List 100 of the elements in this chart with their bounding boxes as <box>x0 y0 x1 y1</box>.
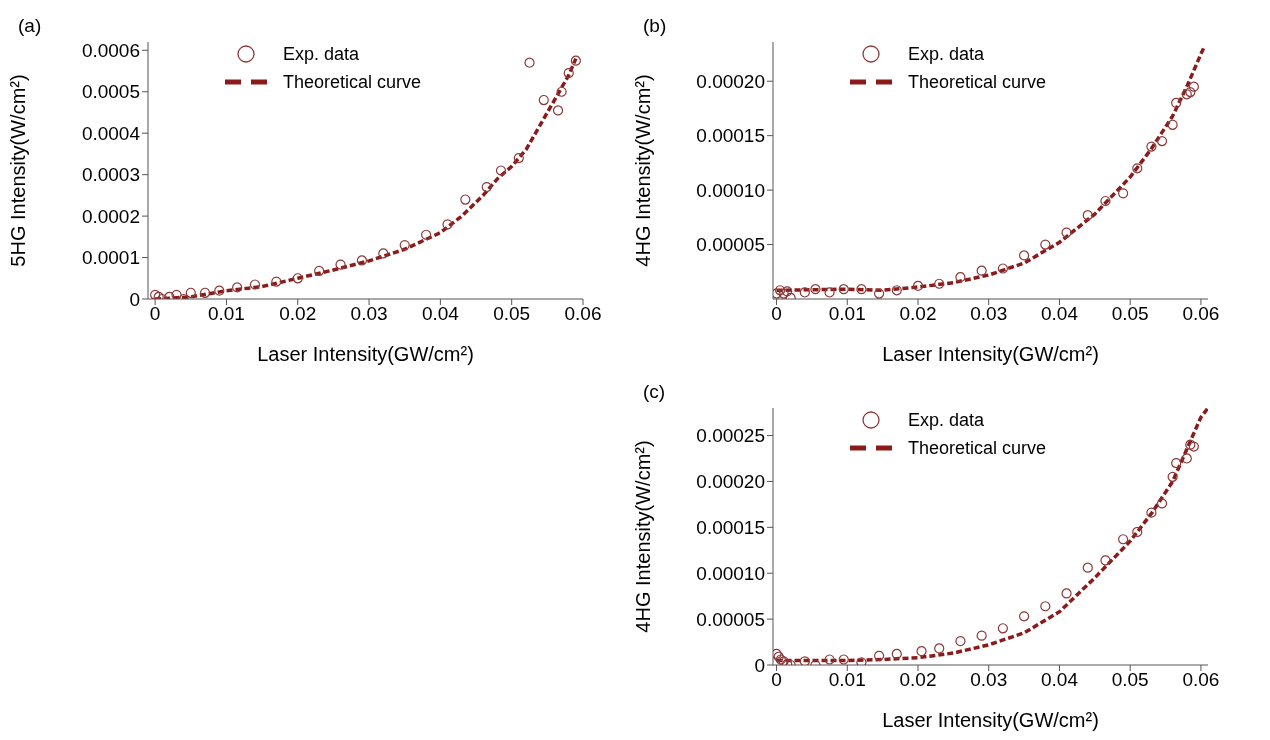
point <box>1100 195 1111 207</box>
y-tick-label: 0.00015 <box>696 125 765 147</box>
point <box>838 284 849 295</box>
point <box>1146 507 1157 518</box>
point <box>976 265 987 276</box>
y-tick-label: 0.00020 <box>696 70 765 92</box>
point <box>171 289 182 299</box>
point <box>570 55 581 66</box>
x-tick-label: 0.01 <box>828 303 866 325</box>
y-tick-label: 0.0004 <box>81 122 141 144</box>
point <box>552 105 564 116</box>
point <box>1132 163 1143 174</box>
x-tick-label: 0.01 <box>828 669 866 691</box>
point <box>538 94 549 106</box>
point <box>1146 141 1157 152</box>
legend-label: Theoretical curve <box>908 437 1047 460</box>
point <box>856 284 867 295</box>
point <box>1171 97 1182 109</box>
point <box>824 654 835 665</box>
point <box>773 288 782 299</box>
point <box>442 219 453 230</box>
point <box>997 263 1008 274</box>
point <box>1132 526 1143 538</box>
point <box>774 285 786 296</box>
point <box>481 181 492 193</box>
x-tick-label: 0.04 <box>1040 669 1079 691</box>
x-tick-label: 0.03 <box>350 303 388 325</box>
point <box>1082 562 1093 573</box>
point <box>1188 81 1199 92</box>
point <box>856 657 867 665</box>
point <box>513 152 524 164</box>
x-tick-label: 0.01 <box>207 303 245 325</box>
point <box>824 287 835 298</box>
legend-label: Theoretical curve <box>908 71 1047 94</box>
chart-title: (b) <box>643 15 667 36</box>
point <box>378 248 389 259</box>
point <box>199 287 211 298</box>
point <box>955 636 966 647</box>
point <box>997 623 1008 634</box>
point <box>495 165 507 176</box>
point <box>1061 588 1072 599</box>
point <box>799 287 810 298</box>
x-tick-label: 0.05 <box>493 303 531 325</box>
point <box>782 286 793 297</box>
chart-title: (a) <box>18 15 42 36</box>
y-tick-label: 0.0005 <box>81 81 140 103</box>
point <box>1181 453 1192 464</box>
y-tick-label: 0 <box>754 654 765 676</box>
legend-label: Exp. data <box>283 43 360 66</box>
chart-title: (c) <box>643 381 666 402</box>
x-axis-title: Laser Intensity(GW/cm²) <box>257 343 474 365</box>
x-tick-label: 0 <box>771 669 782 691</box>
point <box>1167 119 1178 130</box>
point <box>934 643 945 654</box>
y-tick-label: 0.00005 <box>696 608 765 630</box>
point <box>1082 210 1093 221</box>
x-tick-label: 0.02 <box>899 669 937 691</box>
y-tick-label: 0.0001 <box>81 247 140 269</box>
point <box>955 272 966 283</box>
point <box>271 276 282 287</box>
point <box>810 284 821 295</box>
point <box>912 280 924 292</box>
legend-label: Exp. data <box>908 43 985 66</box>
point <box>335 259 346 270</box>
point <box>1171 457 1182 469</box>
y-tick-label: 0.0006 <box>81 40 140 62</box>
y-tick-label: 0.0003 <box>81 164 140 186</box>
legend-label: Theoretical curve <box>283 71 422 94</box>
point <box>292 273 303 284</box>
point <box>778 288 789 299</box>
point <box>421 229 432 240</box>
y-tick-label: 0.00025 <box>696 425 765 447</box>
point <box>799 656 810 665</box>
x-tick-label: 0.06 <box>1182 669 1220 691</box>
point <box>1018 611 1030 622</box>
point <box>916 646 927 657</box>
y-tick-label: 0.00020 <box>696 471 765 493</box>
y-axis-title: 5HG Intensity(W/cm²) <box>7 74 30 267</box>
x-tick-label: 0.06 <box>1182 303 1220 325</box>
point <box>1156 135 1168 147</box>
point <box>524 57 535 68</box>
x-tick-label: 0.04 <box>421 303 460 325</box>
point <box>1118 534 1129 545</box>
y-tick-label: 0 <box>129 288 140 310</box>
y-axis-title: 4HG Intensity(W/cm²) <box>632 440 655 633</box>
x-tick-label: 0.06 <box>564 303 602 325</box>
point <box>1018 250 1030 261</box>
x-axis-title: Laser Intensity(GW/cm²) <box>882 709 1099 731</box>
point <box>1167 471 1178 482</box>
point <box>249 279 261 290</box>
point <box>1118 188 1129 199</box>
point <box>1061 227 1072 238</box>
y-tick-label: 0.00010 <box>696 562 765 584</box>
point <box>976 630 987 641</box>
x-tick-label: 0.05 <box>1111 303 1149 325</box>
point <box>185 287 196 298</box>
point <box>838 654 849 665</box>
point <box>891 285 902 296</box>
point <box>1185 86 1196 98</box>
x-tick-label: 0.03 <box>970 303 1008 325</box>
